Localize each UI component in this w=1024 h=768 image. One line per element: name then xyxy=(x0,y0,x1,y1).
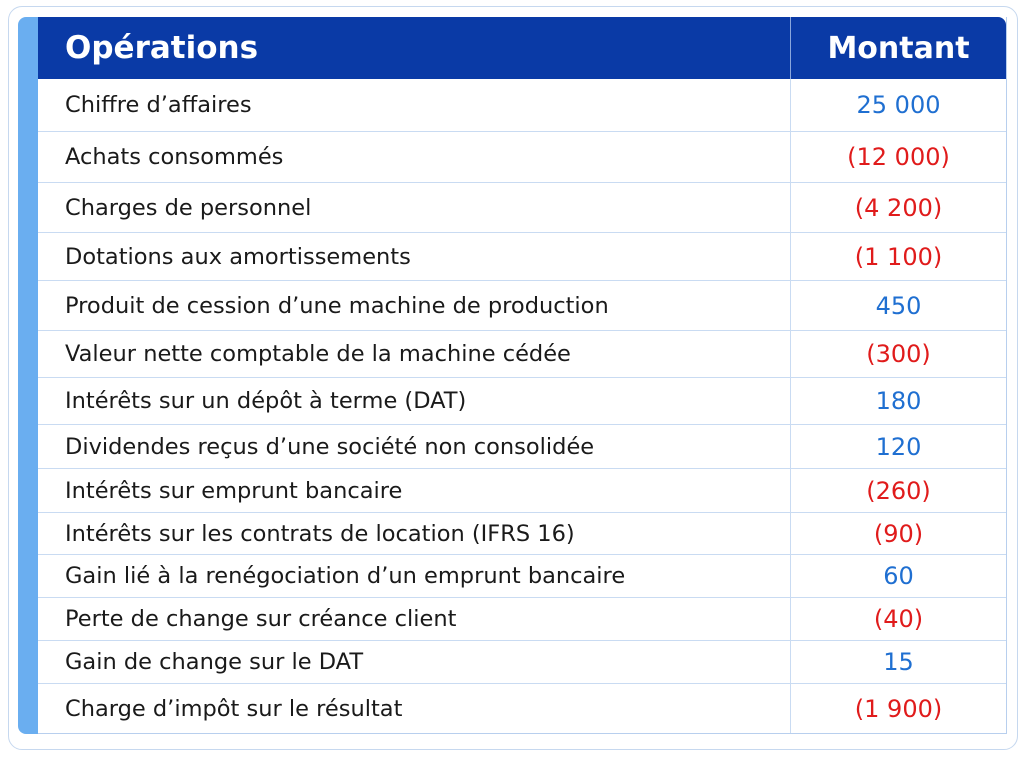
amount-value: 25 000 xyxy=(856,91,941,119)
table-row: Intérêts sur un dépôt à terme (DAT) 180 xyxy=(38,378,1006,425)
amount-value: (12 000) xyxy=(847,143,950,171)
table-row: Valeur nette comptable de la machine céd… xyxy=(38,331,1006,378)
table-row: Achats consommés (12 000) xyxy=(38,132,1006,183)
operation-label: Chiffre d’affaires xyxy=(38,79,791,131)
amount-value: 15 xyxy=(883,648,914,676)
table-row: Perte de change sur créance client (40) xyxy=(38,598,1006,641)
table-row: Dotations aux amortissements (1 100) xyxy=(38,233,1006,281)
table-body: Chiffre d’affaires 25 000 Achats consommés… xyxy=(38,79,1006,733)
operation-label: Dotations aux amortissements xyxy=(38,233,791,280)
table-row: Gain de change sur le DAT 15 xyxy=(38,641,1006,684)
amount-value: 120 xyxy=(875,432,922,461)
operation-label: Intérêts sur un dépôt à terme (DAT) xyxy=(38,378,791,424)
amount-value: (90) xyxy=(873,519,924,548)
table-row: Dividendes reçus d’une société non conso… xyxy=(38,425,1006,469)
accent-bar xyxy=(18,17,38,734)
amount-value: 450 xyxy=(875,291,922,320)
operation-label: Dividendes reçus d’une société non conso… xyxy=(38,425,791,468)
operation-label: Achats consommés xyxy=(38,132,791,182)
table-row: Intérêts sur les contrats de location (I… xyxy=(38,513,1006,555)
operation-label: Charges de personnel xyxy=(38,183,791,232)
table-row: Intérêts sur emprunt bancaire (260) xyxy=(38,469,1006,513)
amount-value: (260) xyxy=(866,476,931,505)
amount-value: (300) xyxy=(866,340,931,368)
table-row: Charge d’impôt sur le résultat (1 900) xyxy=(38,684,1006,733)
operation-label: Gain lié à la renégociation d’un emprunt… xyxy=(38,555,791,597)
amount-value: 60 xyxy=(883,562,914,590)
header-amount: Montant xyxy=(827,30,970,66)
table-row: Gain lié à la renégociation d’un emprunt… xyxy=(38,555,1006,598)
operation-label: Intérêts sur emprunt bancaire xyxy=(38,469,791,512)
table-row: Produit de cession d’une machine de prod… xyxy=(38,281,1006,331)
amount-value: (40) xyxy=(873,605,924,633)
operation-label: Gain de change sur le DAT xyxy=(38,641,791,683)
table-row: Charges de personnel (4 200) xyxy=(38,183,1006,233)
operation-label: Perte de change sur créance client xyxy=(38,598,791,640)
operation-label: Intérêts sur les contrats de location (I… xyxy=(38,513,791,554)
operation-label: Charge d’impôt sur le résultat xyxy=(38,684,791,733)
amount-value: (1 900) xyxy=(854,694,943,723)
header-operations: Opérations xyxy=(38,17,791,79)
table-header: Opérations Montant xyxy=(38,17,1006,79)
operation-label: Valeur nette comptable de la machine céd… xyxy=(38,331,791,377)
amount-value: (1 100) xyxy=(854,242,943,271)
table-card xyxy=(8,6,1018,750)
operations-table: Opérations Montant Chiffre d’affaires 25 … xyxy=(38,17,1007,734)
operation-label: Produit de cession d’une machine de prod… xyxy=(38,281,791,330)
table-row: Chiffre d’affaires 25 000 xyxy=(38,79,1006,132)
amount-value: (4 200) xyxy=(854,193,943,222)
amount-value: 180 xyxy=(875,387,922,415)
